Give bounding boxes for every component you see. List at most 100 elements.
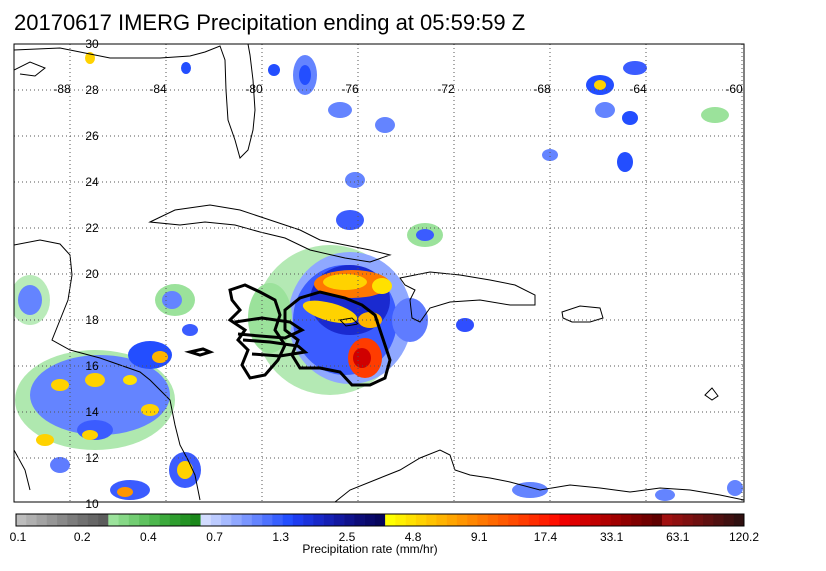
colorbar-swatch <box>528 514 540 526</box>
latitude-label: 20 <box>85 267 99 281</box>
colorbar-tick-label: 33.1 <box>600 530 624 544</box>
latitude-label: 16 <box>85 359 99 373</box>
latitude-label: 14 <box>85 405 99 419</box>
colorbar-swatch <box>723 514 735 526</box>
colorbar-swatch <box>241 514 253 526</box>
colorbar-swatch <box>77 514 89 526</box>
colorbar-swatch <box>579 514 591 526</box>
colorbar-tick-label: 0.2 <box>74 530 91 544</box>
colorbar-title: Precipitation rate (mm/hr) <box>302 542 437 556</box>
longitude-labels: -88 -84 -80 -76 -72 -68 -64 -60 <box>53 82 743 96</box>
colorbar-swatch <box>16 514 27 526</box>
colorbar-swatch <box>57 514 68 526</box>
colorbar-swatch <box>169 514 181 526</box>
longitude-label: -64 <box>629 82 647 96</box>
colorbar-swatch <box>477 514 488 526</box>
colorbar-swatch <box>180 514 191 526</box>
colorbar-swatch <box>456 514 468 526</box>
colorbar-swatch <box>415 514 427 526</box>
colorbar-swatch <box>303 514 314 526</box>
colorbar-tick-label: 4.8 <box>405 530 422 544</box>
longitude-label: -68 <box>533 82 551 96</box>
colorbar-swatch <box>128 514 140 526</box>
colorbar-swatch <box>641 514 653 526</box>
colorbar-swatch <box>323 514 335 526</box>
longitude-label: -88 <box>53 82 71 96</box>
colorbar-swatch <box>518 514 529 526</box>
colorbar-swatch <box>200 514 212 526</box>
longitude-label: -76 <box>341 82 359 96</box>
colorbar-swatch <box>497 514 509 526</box>
colorbar-tick-label: 0.4 <box>140 530 157 544</box>
colorbar-swatch <box>108 514 119 526</box>
map-frame <box>13 43 745 503</box>
colorbar-swatch <box>661 514 673 526</box>
colorbar-swatch <box>231 514 242 526</box>
latitude-label: 28 <box>85 83 99 97</box>
colorbar-swatch <box>87 514 99 526</box>
colorbar-swatch <box>538 514 550 526</box>
colorbar-swatch <box>221 514 232 526</box>
colorbar-tick-label: 2.5 <box>339 530 356 544</box>
colorbar-swatch <box>610 514 622 526</box>
longitude-label: -84 <box>149 82 167 96</box>
colorbar-swatch <box>436 514 447 526</box>
colorbar-swatch <box>446 514 458 526</box>
colorbar-swatch <box>210 514 222 526</box>
colorbar-swatch <box>508 514 519 526</box>
colorbar-tick-label: 0.7 <box>206 530 223 544</box>
colorbar-swatch <box>190 514 201 526</box>
colorbar-swatch <box>395 514 406 526</box>
colorbar-swatch <box>569 514 581 526</box>
colorbar-swatch <box>426 514 437 526</box>
colorbar-swatch <box>374 514 386 526</box>
colorbar-swatch <box>272 514 283 526</box>
colorbar-swatch <box>600 514 612 526</box>
graticule <box>14 44 744 502</box>
colorbar-swatch <box>733 514 745 526</box>
colorbar-swatch <box>682 514 694 526</box>
colorbar-swatch <box>713 514 724 526</box>
colorbar-swatch <box>590 514 601 526</box>
colorbar-swatch <box>344 514 355 526</box>
map-title: 20170617 IMERG Precipitation ending at 0… <box>14 10 526 35</box>
colorbar-swatch <box>692 514 704 526</box>
colorbar-swatch <box>118 514 130 526</box>
storm-outline <box>184 283 392 387</box>
colorbar: 0.1 0.2 0.4 0.7 1.3 2.5 4.8 9.1 17.4 33.1 63.1 120.… <box>10 513 759 544</box>
latitude-label: 26 <box>85 129 99 143</box>
colorbar-swatch <box>702 514 714 526</box>
colorbar-swatch <box>364 514 376 526</box>
colorbar-swatch <box>333 514 345 526</box>
colorbar-swatch <box>559 514 570 526</box>
colorbar-swatch <box>313 514 324 526</box>
colorbar-swatch <box>67 514 78 526</box>
coastlines <box>14 44 744 502</box>
colorbar-swatch <box>354 514 365 526</box>
colorbar-swatch <box>405 514 417 526</box>
colorbar-swatch <box>631 514 642 526</box>
colorbar-swatch <box>487 514 499 526</box>
colorbar-swatch <box>672 514 683 526</box>
colorbar-swatch <box>651 514 663 526</box>
colorbar-swatch <box>159 514 171 526</box>
colorbar-swatch <box>26 514 37 526</box>
colorbar-tick-label: 9.1 <box>471 530 488 544</box>
colorbar-swatch <box>251 514 263 526</box>
colorbar-swatch <box>262 514 273 526</box>
latitude-label: 24 <box>85 175 99 189</box>
colorbar-swatch <box>46 514 58 526</box>
longitude-label: -80 <box>245 82 263 96</box>
latitude-label: 22 <box>85 221 99 235</box>
colorbar-tick-label: 63.1 <box>666 530 690 544</box>
longitude-label: -72 <box>437 82 455 96</box>
longitude-label: -60 <box>725 82 743 96</box>
latitude-label: 18 <box>85 313 99 327</box>
colorbar-swatch <box>620 514 632 526</box>
colorbar-tick-label: 17.4 <box>534 530 558 544</box>
colorbar-tick-label: 1.3 <box>272 530 289 544</box>
colorbar-swatch <box>36 514 48 526</box>
colorbar-swatch <box>467 514 478 526</box>
